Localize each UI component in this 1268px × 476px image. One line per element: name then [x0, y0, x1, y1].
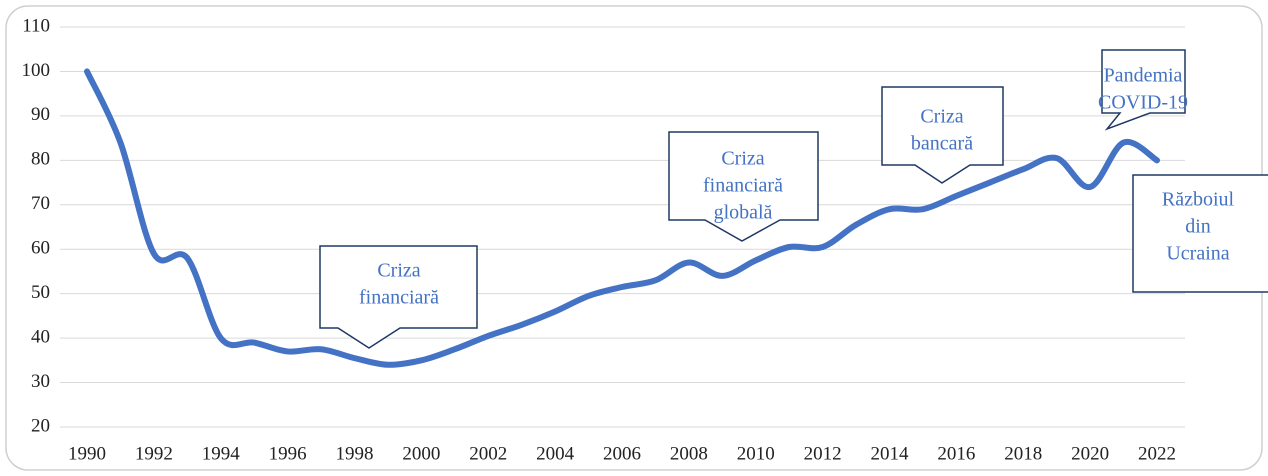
- annotation: globală: [714, 202, 773, 224]
- x-tick-label: 2020: [1071, 443, 1109, 464]
- x-tick-label: 1990: [68, 443, 106, 464]
- annotation: COVID-19: [1098, 92, 1188, 114]
- y-tick-label: 70: [31, 193, 50, 214]
- x-tick-label: 2000: [402, 443, 440, 464]
- annotation: Războiul: [1162, 189, 1235, 211]
- x-tick-label: 2004: [536, 443, 575, 464]
- y-tick-label: 20: [31, 415, 50, 436]
- x-tick-label: 2016: [937, 443, 975, 464]
- annotation: bancară: [911, 133, 973, 155]
- y-tick-label: 60: [31, 238, 50, 259]
- y-tick-label: 30: [31, 371, 50, 392]
- callout: [1132, 174, 1268, 293]
- callout: [1101, 49, 1186, 131]
- annotation: Criza: [721, 148, 764, 170]
- annotation: Pandemia: [1104, 65, 1183, 87]
- y-tick-label: 110: [22, 15, 50, 36]
- y-tick-label: 50: [31, 282, 50, 303]
- annotation: financiară: [359, 287, 439, 309]
- x-tick-label: 1998: [336, 443, 374, 464]
- y-tick-label: 100: [22, 60, 51, 81]
- callout: [668, 131, 819, 242]
- grid: [60, 26, 1185, 428]
- x-tick-label: 1996: [269, 443, 307, 464]
- callout: [881, 86, 1004, 184]
- chart-border: [5, 5, 1263, 471]
- x-tick-label: 2014: [871, 443, 910, 464]
- x-tick-label: 2010: [737, 443, 775, 464]
- x-tick-label: 2002: [469, 443, 507, 464]
- x-tick-label: 2008: [670, 443, 708, 464]
- annotation: Ucraina: [1166, 243, 1229, 265]
- x-tick-label: 2022: [1138, 443, 1176, 464]
- x-tick-label: 1992: [135, 443, 173, 464]
- x-tick-label: 2006: [603, 443, 641, 464]
- annotation: financiară: [703, 175, 783, 197]
- annotation: Criza: [920, 106, 963, 128]
- annotation: din: [1185, 216, 1211, 238]
- y-tick-label: 90: [31, 104, 50, 125]
- y-tick-label: 80: [31, 149, 50, 170]
- x-tick-label: 2012: [804, 443, 842, 464]
- x-tick-label: 1994: [202, 443, 241, 464]
- line-series: [84, 68, 1160, 368]
- annotation: Criza: [377, 260, 420, 282]
- callout: [319, 245, 478, 349]
- x-tick-label: 2018: [1004, 443, 1042, 464]
- y-tick-label: 40: [31, 326, 50, 347]
